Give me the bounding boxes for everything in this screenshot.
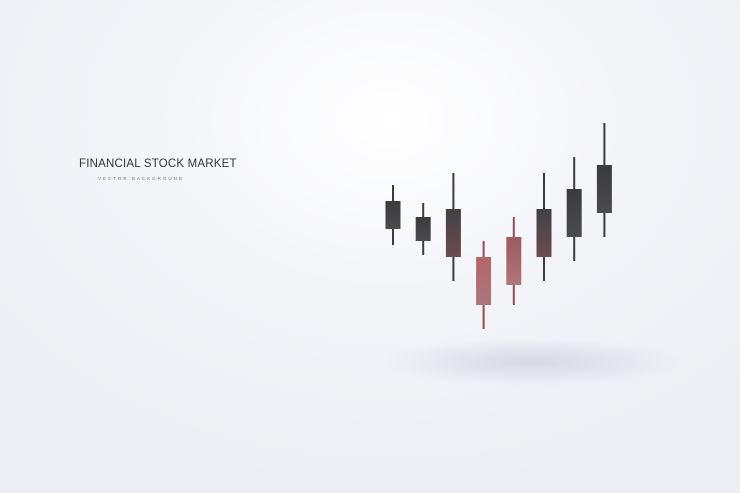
candle-body-6 bbox=[536, 209, 552, 257]
candle-body-3 bbox=[445, 209, 461, 257]
candle-body-5 bbox=[506, 237, 522, 285]
chart-title: FINANCIAL STOCK MARKET bbox=[79, 158, 237, 170]
candle-body-1 bbox=[385, 201, 401, 229]
candle-body-8 bbox=[596, 165, 612, 213]
chart-subtitle: VECTOR BACKGROUND bbox=[98, 176, 185, 181]
candle-body-2 bbox=[415, 217, 431, 241]
floor-shadow bbox=[380, 338, 680, 386]
candle-body-4 bbox=[476, 257, 492, 305]
candle-body-7 bbox=[566, 189, 582, 237]
